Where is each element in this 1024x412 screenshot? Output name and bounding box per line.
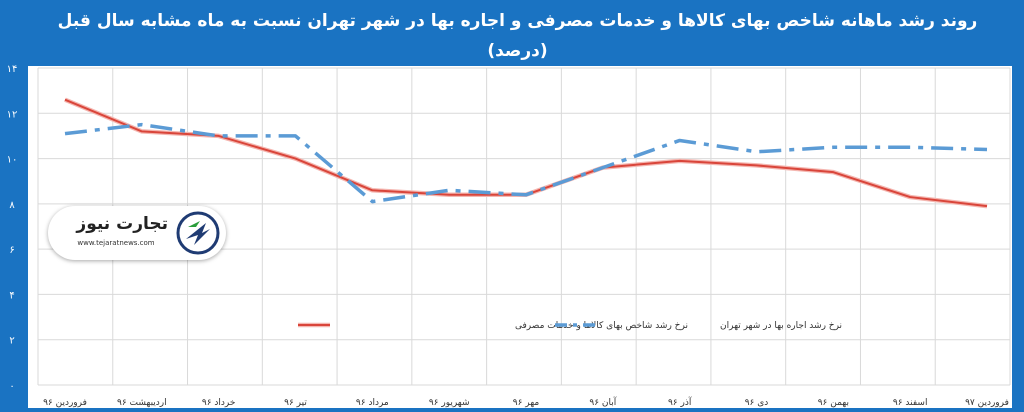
y-tick-label: ۸ bbox=[9, 200, 15, 211]
x-tick-label: اردیبهشت ۹۶ bbox=[117, 398, 167, 408]
series-line-cpi bbox=[64, 98, 988, 208]
x-tick-label: بهمن ۹۶ bbox=[818, 398, 849, 408]
legend-label-cpi: نرخ رشد شاخص بهای کالاها و خدمات مصرفی bbox=[515, 321, 688, 331]
watermark-brand: تجارت نیوز bbox=[76, 214, 168, 234]
x-tick-label: شهریور ۹۶ bbox=[429, 398, 470, 408]
x-tick-label: دی ۹۶ bbox=[745, 398, 769, 408]
x-tick-label: خرداد ۹۶ bbox=[202, 398, 236, 408]
series-line-rent bbox=[64, 122, 988, 204]
x-tick-label: فروردین ۹۶ bbox=[43, 398, 87, 408]
x-tick-label: تیر ۹۶ bbox=[284, 398, 307, 408]
y-tick-label: ۱۰ bbox=[7, 155, 18, 166]
x-tick-label: فروردین ۹۷ bbox=[965, 398, 1009, 408]
y-tick-label: ۲ bbox=[9, 336, 14, 347]
x-tick-label: آذر ۹۶ bbox=[668, 396, 692, 408]
y-tick-label: ۰ bbox=[9, 381, 14, 392]
y-tick-label: ۱۲ bbox=[7, 109, 18, 120]
watermark-badge: تجارت نیوز www.tejaratnews.com bbox=[48, 206, 226, 260]
x-tick-label: اسفند ۹۶ bbox=[893, 398, 928, 408]
y-tick-label: ۱۴ bbox=[7, 64, 18, 75]
tejarat-logo-icon bbox=[176, 211, 220, 255]
x-tick-label: مرداد ۹۶ bbox=[356, 398, 389, 408]
series-line-cpi-glow bbox=[64, 97, 988, 209]
y-tick-label: ۶ bbox=[9, 245, 14, 256]
chart-title: روند رشد ماهانه شاخص بهای کالاها و خدمات… bbox=[57, 11, 978, 61]
x-tick-label: آبان ۹۶ bbox=[589, 396, 616, 408]
legend-label-rent: نرخ رشد اجاره بها در شهر تهران bbox=[720, 321, 842, 331]
y-tick-label: ۴ bbox=[9, 290, 14, 301]
watermark-site: www.tejaratnews.com bbox=[77, 239, 155, 247]
x-tick-label: مهر ۹۶ bbox=[513, 398, 540, 408]
